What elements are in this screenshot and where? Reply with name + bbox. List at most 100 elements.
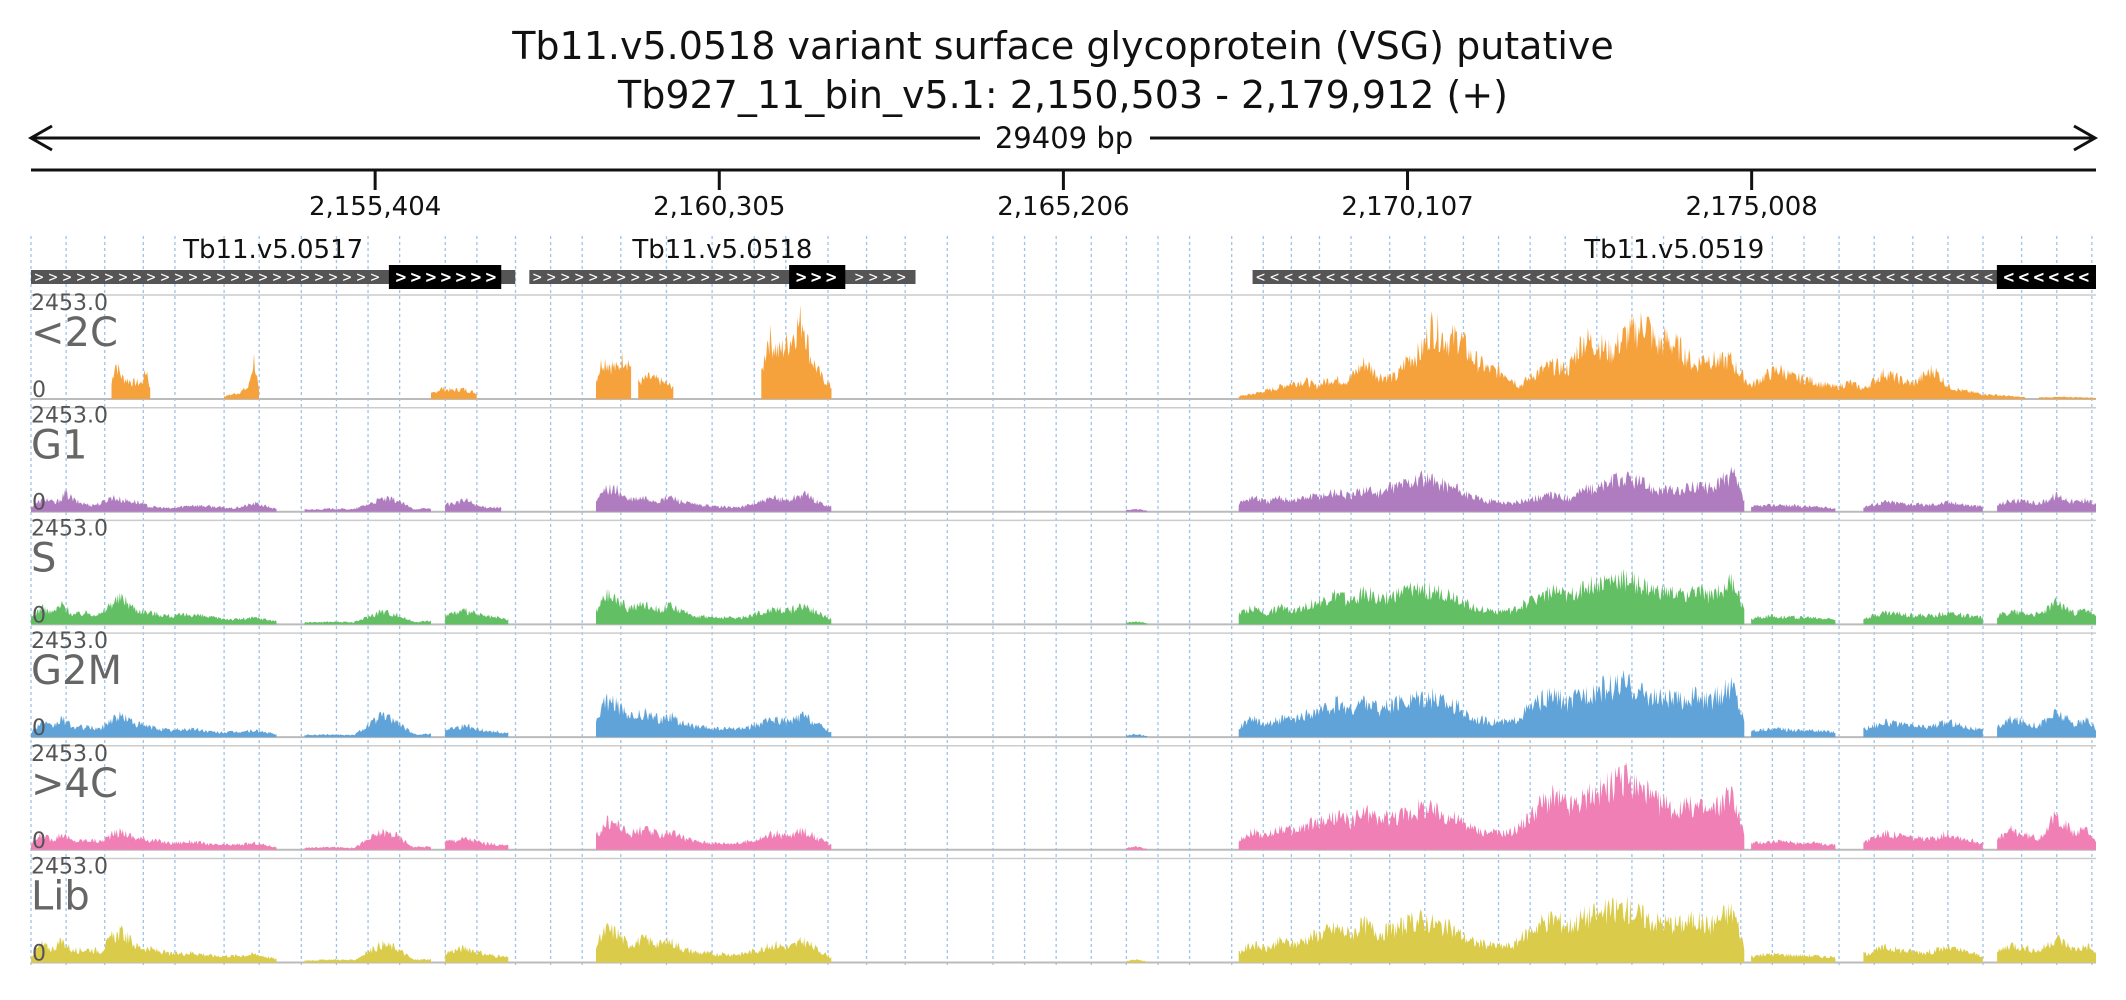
strand-chevron: < [1620,268,1629,286]
strand-chevron: > [617,268,626,286]
track-name-label: G1 [31,423,87,469]
strand-chevron: < [2018,267,2029,288]
coverage-track: 2453.0 0 >4C [31,742,2096,854]
coverage-area [1863,829,1983,850]
strand-chevron: < [1424,268,1433,286]
strand-chevron: > [272,268,281,286]
coverage-area [445,723,509,738]
y-min-label: 0 [32,491,46,516]
coverage-area [2039,396,2096,399]
strand-chevron: > [286,268,295,286]
strand-chevron: > [230,268,239,286]
strand-chevron: < [1858,268,1867,286]
strand-chevron: > [771,268,780,286]
strand-chevron: > [455,267,466,288]
strand-chevron: > [470,267,481,288]
scale-bar-left-arrowhead [27,124,53,152]
strand-chevron: < [1354,268,1363,286]
strand-chevron: < [1256,268,1265,286]
scale-bar: 29409 bp [27,121,2099,155]
coverage-area [31,489,277,512]
strand-chevron: > [410,267,421,288]
strand-chevron: > [370,268,379,286]
coverage-area [31,711,277,738]
y-max-label: 2453.0 [31,855,108,880]
strand-chevron: < [1368,268,1377,286]
coverage-area [445,607,509,625]
strand-chevron: > [673,268,682,286]
strand-chevron: < [1718,268,1727,286]
coverage-area [1997,934,2096,963]
gene-track: > > > > > > > > > > > > > > > > > > > > > > > > > > > > > > > >Tb11.v5.… [31,235,2096,289]
strand-chevron: > [146,268,155,286]
coverage-area [1126,846,1148,850]
strand-chevron: > [715,268,724,286]
strand-chevron: < [1984,268,1993,286]
chart-subtitle: Tb927_11_bin_v5.1: 2,150,503 - 2,179,912… [617,73,1508,117]
strand-chevron: > [202,268,211,286]
coverage-area [1751,503,1836,512]
x-tick-label: 2,175,008 [1685,192,1817,222]
chart-title: Tb11.v5.0518 variant surface glycoprotei… [511,24,1614,68]
strand-chevron: > [314,268,323,286]
gene-label: Tb11.v5.0517 [182,235,363,265]
coverage-track: 2453.0 0 G1 [31,404,2096,516]
strand-chevron: > [328,268,337,286]
coverage-area [638,372,674,399]
strand-chevron: > [104,268,113,286]
strand-chevron: < [1480,268,1489,286]
strand-chevron: > [258,268,267,286]
strand-chevron: > [216,268,225,286]
strand-chevron: > [300,268,309,286]
strand-chevron: > [701,268,710,286]
strand-chevron: > [603,268,612,286]
strand-chevron: < [1830,268,1839,286]
strand-chevron: < [2003,267,2014,288]
strand-chevron: < [1802,268,1811,286]
coverage-track: 2453.0 0 G2M [31,629,2096,741]
gene-cds-box [388,265,502,289]
strand-chevron: < [1774,268,1783,286]
coverage-area [596,923,832,963]
strand-chevron: > [132,268,141,286]
coverage-area [1751,614,1836,625]
gene-utr-bar [1252,270,2096,284]
y-min-label: 0 [32,942,46,967]
strand-chevron: < [1298,268,1307,286]
y-max-label: 2453.0 [31,629,108,654]
y-max-label: 2453.0 [31,404,108,429]
x-tick-label: 2,170,107 [1341,192,1473,222]
track-name-label: Lib [31,874,90,920]
strand-chevron: < [1872,268,1881,286]
track-name-label: S [31,535,56,581]
strand-chevron: > [356,268,365,286]
strand-chevron: > [533,268,542,286]
coverage-area [304,711,431,738]
strand-chevron: > [811,267,822,288]
scale-bar-right-arrowhead [2073,124,2099,152]
y-min-label: 0 [32,603,46,628]
coverage-area [1238,669,1745,738]
strand-chevron: < [1886,268,1895,286]
coverage-area [431,386,477,399]
strand-chevron: > [76,268,85,286]
strand-chevron: > [62,268,71,286]
strand-chevron: < [1550,268,1559,286]
strand-chevron: > [869,268,878,286]
strand-chevron: < [1466,268,1475,286]
track-name-label: <2C [31,310,118,356]
strand-chevron: < [1410,268,1419,286]
y-min-label: 0 [32,829,46,854]
strand-chevron: > [589,268,598,286]
strand-chevron: < [1662,268,1671,286]
strand-chevron: > [729,268,738,286]
coverage-area [1997,709,2096,738]
coverage-track: 2453.0 0 S [31,516,2096,628]
coverage-track: 2453.0 0 Lib [31,855,2096,967]
gene-label: Tb11.v5.0519 [1583,235,1764,265]
strand-chevron: < [1508,268,1517,286]
strand-chevron: > [160,268,169,286]
strand-chevron: < [1536,268,1545,286]
coverage-area [1751,726,1836,738]
coverage-area [1126,958,1148,963]
